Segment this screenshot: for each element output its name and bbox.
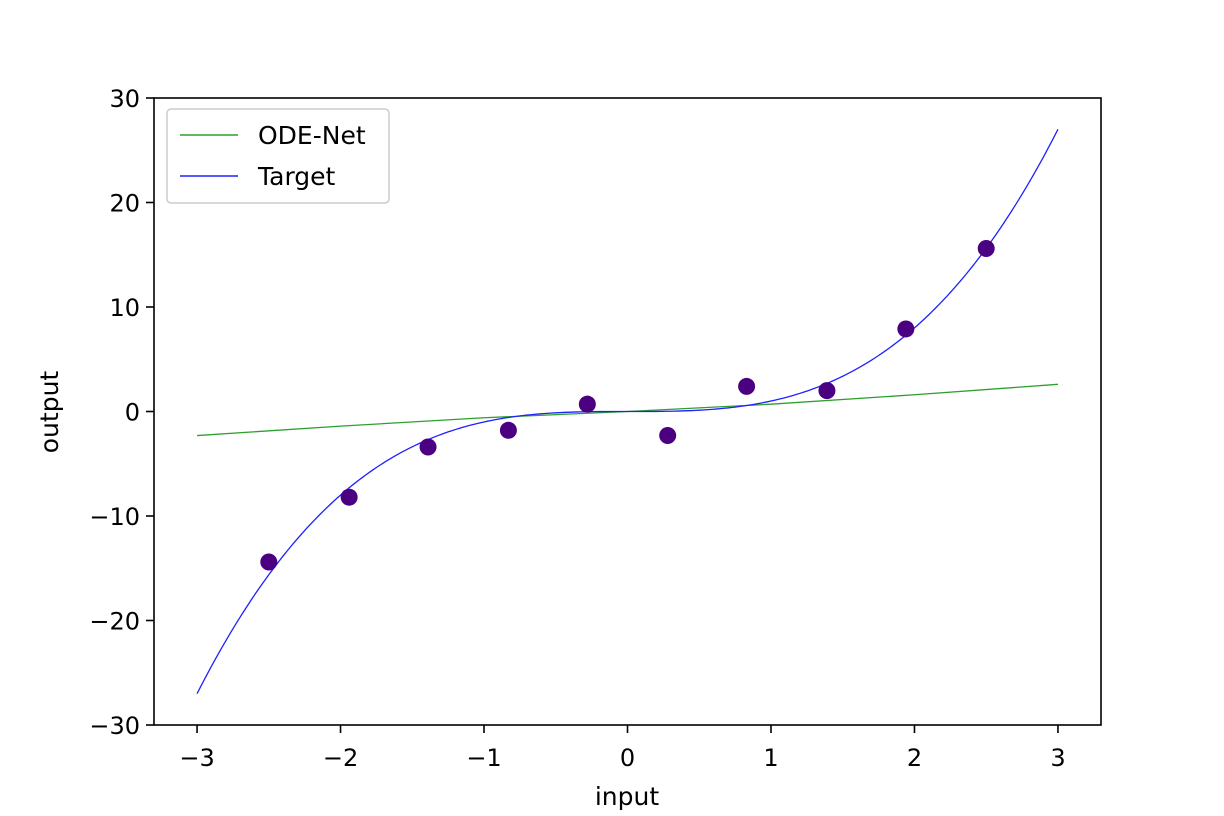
data-point	[977, 239, 995, 257]
x-tick-label: −1	[466, 744, 501, 772]
data-point	[340, 488, 358, 506]
x-axis-ticks: −3 −2 −1 0 1 2 3	[179, 725, 1066, 772]
series-layer	[196, 129, 1059, 694]
legend-label-target: Target	[257, 162, 336, 191]
data-point	[897, 320, 915, 338]
plot-frame	[153, 97, 1102, 726]
data-point	[260, 553, 278, 571]
data-point	[818, 382, 836, 400]
x-axis-label: input	[595, 782, 660, 811]
x-tick-label: −3	[179, 744, 214, 772]
y-tick-label: 10	[109, 294, 140, 322]
y-tick-label: 30	[109, 85, 140, 113]
data-point	[659, 427, 677, 445]
x-tick-label: −2	[323, 744, 358, 772]
y-tick-label: −10	[89, 503, 140, 531]
legend-box	[166, 108, 390, 204]
legend: ODE-Net Target	[166, 108, 390, 204]
target-line	[196, 129, 1059, 694]
y-tick-label: 0	[125, 399, 140, 427]
legend-label-ode-net: ODE-Net	[258, 121, 366, 150]
y-tick-label: 20	[109, 190, 140, 218]
x-tick-label: 3	[1050, 744, 1065, 772]
data-point	[419, 438, 437, 456]
data-point	[578, 395, 596, 413]
y-axis-ticks: −30 −20 −10 0 10 20 30	[89, 85, 154, 740]
x-tick-label: 0	[620, 744, 635, 772]
data-point	[499, 421, 517, 439]
x-tick-label: 2	[907, 744, 922, 772]
x-tick-label: 1	[763, 744, 778, 772]
data-point	[738, 377, 756, 395]
y-tick-label: −20	[89, 608, 140, 636]
y-tick-label: −30	[89, 712, 140, 740]
y-axis-label: output	[35, 371, 64, 454]
